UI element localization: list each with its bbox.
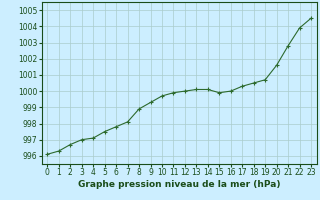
X-axis label: Graphe pression niveau de la mer (hPa): Graphe pression niveau de la mer (hPa) bbox=[78, 180, 280, 189]
